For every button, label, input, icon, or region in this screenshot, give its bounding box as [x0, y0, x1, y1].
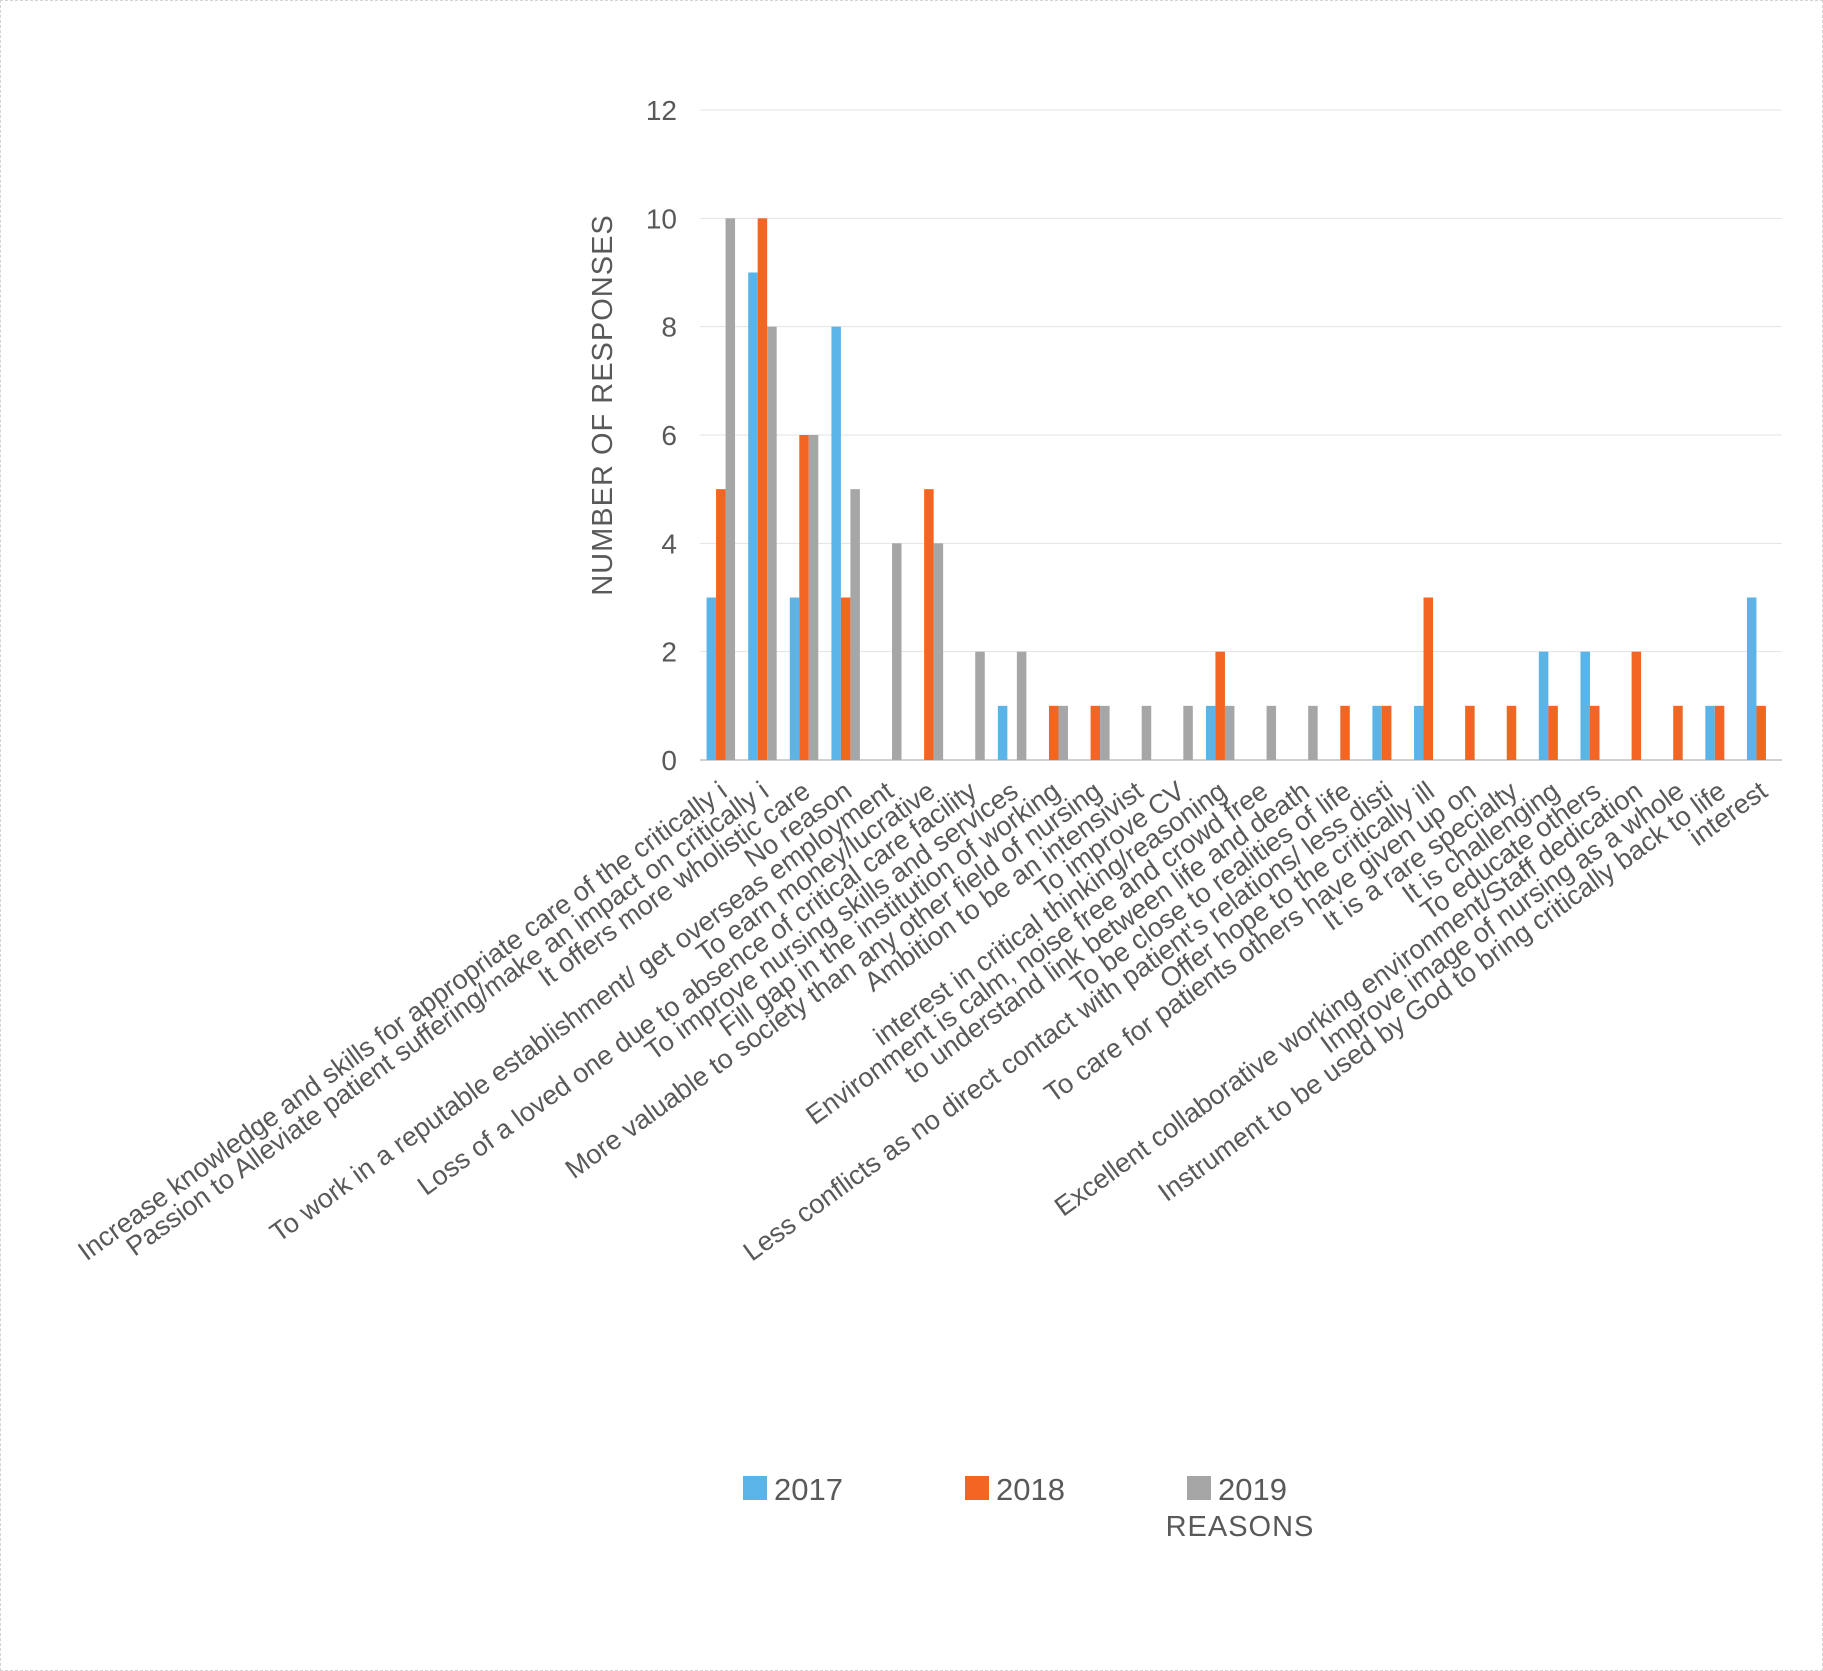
bar-2018	[1589, 705, 1600, 760]
bar-2018	[1423, 597, 1434, 760]
legend-swatch-2017	[743, 1476, 767, 1500]
bar-2018	[840, 597, 851, 760]
category-labels: Increase knowledge and skills for approp…	[72, 775, 1773, 1267]
bar-2019	[892, 543, 902, 760]
bar-2018	[757, 218, 768, 761]
bar-2017	[831, 326, 841, 760]
bar-2017	[1205, 705, 1216, 760]
y-tick-labels: 0 2 4 6 8 10 12	[646, 95, 677, 776]
y-tick-label: 8	[661, 312, 677, 343]
bar-2018	[1215, 651, 1225, 760]
y-tick-label: 10	[646, 203, 677, 234]
legend-swatch-2019	[1187, 1476, 1211, 1500]
bar-2018	[716, 489, 726, 760]
bar-2018	[1714, 705, 1725, 760]
bar-2018	[1548, 705, 1558, 760]
y-tick-label: 4	[661, 528, 677, 559]
y-tick-label: 0	[661, 745, 677, 776]
y-tick-label: 2	[661, 637, 677, 668]
bar-2017	[997, 705, 1008, 760]
bar-2019	[1100, 705, 1110, 760]
y-tick-label: 12	[646, 95, 677, 126]
bar-2019	[725, 218, 736, 761]
bar-2019	[975, 651, 985, 760]
x-axis-title: REASONS	[1166, 1511, 1315, 1543]
bar-2019	[808, 435, 819, 760]
legend-label-2018: 2018	[996, 1472, 1065, 1507]
bar-2019	[1183, 705, 1193, 760]
bar-2019	[1224, 705, 1235, 760]
y-axis-title: NUMBER OF RESPONSES	[587, 214, 619, 596]
legend: 2017 2018 2019	[743, 1472, 1287, 1507]
legend-label-2017: 2017	[774, 1472, 843, 1507]
bar-2018	[1381, 705, 1392, 760]
bar-2018	[1756, 705, 1766, 760]
bar-2017	[748, 272, 758, 760]
bar-2019	[1058, 705, 1068, 760]
bar-2019	[1308, 705, 1318, 760]
bar-2018	[1090, 705, 1101, 760]
bar-2017	[1538, 651, 1549, 760]
bar-2018	[1673, 705, 1683, 760]
bar-2018	[1048, 705, 1059, 760]
bar-2019	[767, 326, 777, 760]
bar-2018	[924, 489, 934, 760]
bar-2017	[789, 597, 800, 760]
bars	[706, 218, 1766, 761]
gridlines	[700, 109, 1782, 761]
bar-2018	[1631, 651, 1642, 760]
bar-2019	[1016, 651, 1027, 760]
bar-2017	[1746, 597, 1757, 760]
bar-2018	[1506, 705, 1517, 760]
bar-2018	[1340, 705, 1350, 760]
legend-label-2019: 2019	[1218, 1472, 1287, 1507]
bar-2017	[706, 597, 717, 760]
bar-2017	[1705, 705, 1715, 760]
bar-2018	[1465, 705, 1475, 760]
bar-2018	[799, 435, 809, 760]
bar-2019	[1141, 705, 1152, 760]
bar-2019	[850, 489, 860, 760]
y-tick-label: 6	[661, 420, 677, 451]
legend-swatch-2018	[965, 1476, 989, 1500]
bar-2017	[1372, 705, 1382, 760]
bar-2019	[1266, 705, 1277, 760]
bar-2019	[933, 543, 944, 760]
bar-2017	[1580, 651, 1590, 760]
bar-2017	[1414, 705, 1424, 760]
